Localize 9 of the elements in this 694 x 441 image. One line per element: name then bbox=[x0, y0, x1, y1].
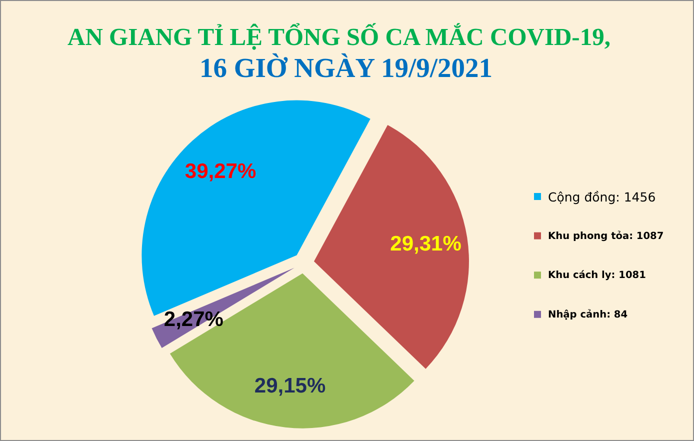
legend-label: Nhập cảnh: 84 bbox=[548, 308, 628, 320]
legend-label: Cộng đồng: 1456 bbox=[548, 190, 656, 204]
data-label: 29,15% bbox=[254, 374, 326, 398]
legend-label: Khu cách ly: 1081 bbox=[548, 270, 646, 282]
chart-subtitle: 16 GIỜ NGÀY 19/9/2021 bbox=[199, 52, 493, 83]
legend-label: Khu phong tỏa: 1087 bbox=[548, 230, 664, 242]
chart-title: AN GIANG TỈ LỆ TỔNG SỐ CA MẮC COVID-19, bbox=[68, 23, 610, 51]
data-label: 29,31% bbox=[390, 232, 462, 256]
data-label: 39,27% bbox=[184, 160, 256, 184]
